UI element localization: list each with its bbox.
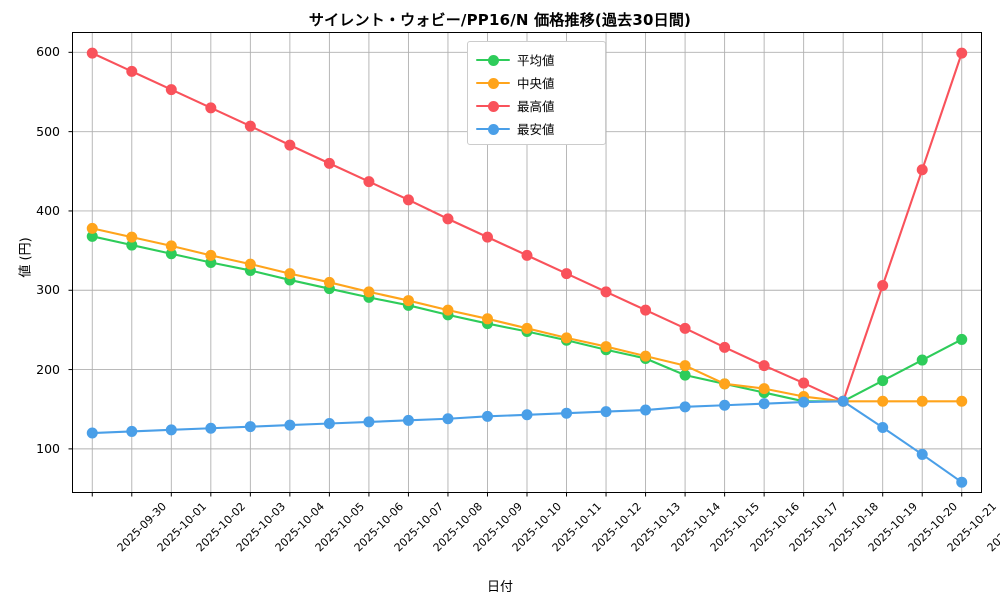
- y-tick-label: 200: [36, 361, 60, 377]
- legend-marker-icon: [476, 76, 510, 90]
- y-tick-label: 100: [36, 440, 60, 456]
- chart-legend: 平均値中央値最高値最安値: [467, 41, 606, 145]
- legend-item: 中央値: [476, 71, 597, 94]
- y-tick-label: 600: [36, 44, 60, 60]
- legend-item: 最高値: [476, 94, 597, 117]
- legend-item: 最安値: [476, 117, 597, 140]
- x-axis-label: 日付: [486, 580, 513, 595]
- legend-marker-icon: [476, 99, 510, 113]
- y-tick-label: 500: [36, 123, 60, 139]
- legend-marker-icon: [476, 53, 510, 67]
- legend-item: 平均値: [476, 48, 597, 71]
- legend-label: 最高値: [517, 99, 555, 114]
- y-tick-label: 300: [36, 282, 60, 298]
- legend-label: 平均値: [517, 53, 555, 68]
- legend-label: 最安値: [517, 122, 555, 137]
- legend-label: 中央値: [517, 76, 555, 91]
- series-2: [86, 222, 968, 407]
- series-4: [86, 395, 968, 488]
- data-series: [86, 47, 968, 488]
- chart-title: サイレント・ウォビー/PP16/N 価格推移(過去30日間): [308, 11, 692, 29]
- axis-ticks: [68, 51, 963, 497]
- series-3: [86, 47, 968, 407]
- legend-marker-icon: [476, 122, 510, 136]
- y-tick-label: 400: [36, 202, 60, 218]
